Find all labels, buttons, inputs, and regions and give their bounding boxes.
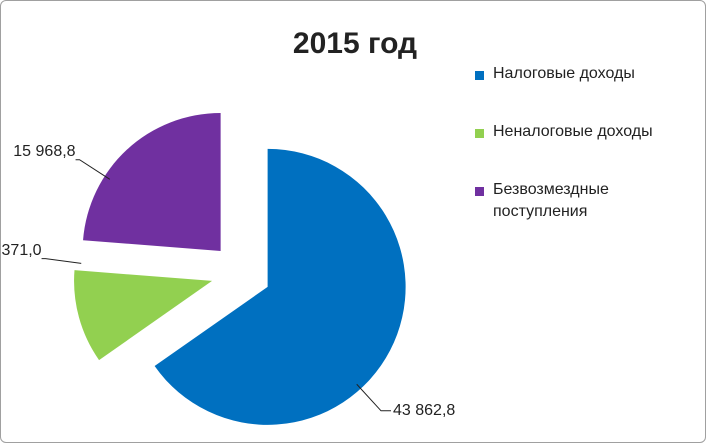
legend-swatch	[475, 187, 484, 196]
legend-label: Безвозмездные поступления	[493, 181, 609, 220]
legend-label: Неналоговые доходы	[493, 123, 653, 140]
pie-slice	[154, 148, 406, 425]
legend-label: Налоговые доходы	[493, 65, 635, 82]
chart-title: 2015 год	[293, 27, 417, 60]
legend: Налоговые доходы Неналоговые доходы Безвоз…	[475, 63, 695, 259]
pie-slice	[74, 270, 213, 361]
legend-swatch	[475, 71, 484, 80]
leader-line	[75, 159, 111, 180]
legend-item: Налоговые доходы	[475, 63, 695, 85]
legend-item: Неналоговые доходы	[475, 121, 695, 143]
legend-item: Безвозмездные поступления	[475, 179, 695, 223]
pie-slice	[83, 112, 221, 251]
legend-swatch	[475, 129, 484, 138]
leader-line	[41, 258, 82, 264]
data-label: 15 968,8	[13, 143, 75, 160]
leader-line	[356, 383, 392, 412]
data-label: 7 371,0	[1, 242, 42, 259]
data-label: 43 862,8	[393, 402, 455, 419]
